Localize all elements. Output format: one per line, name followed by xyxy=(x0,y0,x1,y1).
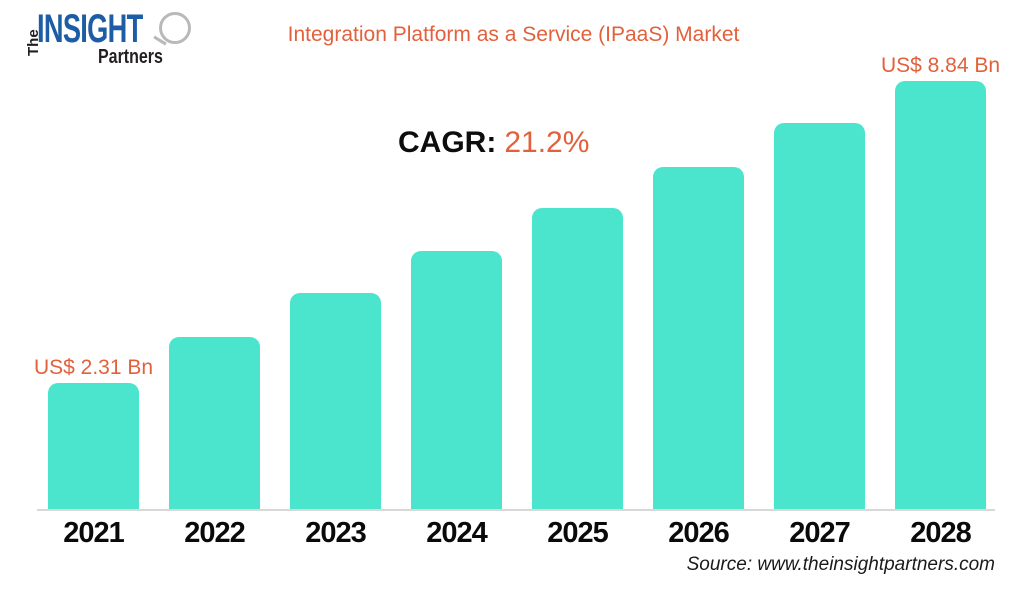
x-axis-label-2028: 2028 xyxy=(910,517,972,549)
cagr-value: 21.2% xyxy=(504,126,590,159)
cagr-annotation: CAGR: 21.2% xyxy=(398,126,589,160)
bar-column: US$ 8.84 Bn xyxy=(881,54,1000,509)
magnifier-icon xyxy=(159,12,191,44)
x-axis-label-2021: 2021 xyxy=(63,517,125,549)
x-axis-label-2025: 2025 xyxy=(547,517,609,549)
logo-partners: Partners xyxy=(98,46,163,68)
x-axis-label-2022: 2022 xyxy=(184,517,246,549)
bar-value-label: US$ 8.84 Bn xyxy=(880,54,1001,77)
bar-2025 xyxy=(532,208,623,509)
bar-column xyxy=(532,81,623,509)
insight-partners-logo: The INSIGHT Partners xyxy=(25,7,200,82)
bar-column xyxy=(653,81,744,509)
bar-column: US$ 2.31 Bn xyxy=(34,81,153,509)
bar-column xyxy=(774,81,865,509)
bar-2028 xyxy=(895,81,986,509)
bars-area: US$ 2.31 Bn US$ 8.84 Bn xyxy=(34,54,1000,509)
bar-value-label: US$ 2.31 Bn xyxy=(33,356,154,379)
bar-2021 xyxy=(48,383,139,509)
cagr-label: CAGR: xyxy=(398,126,497,159)
bar-column xyxy=(169,81,260,509)
bar-2023 xyxy=(290,293,381,509)
x-axis-label-2027: 2027 xyxy=(789,517,851,549)
x-axis-label-2026: 2026 xyxy=(668,517,730,549)
logo-insight: INSIGHT xyxy=(37,7,143,51)
bar-column xyxy=(290,81,381,509)
bar-2027 xyxy=(774,123,865,509)
bar-2022 xyxy=(169,337,260,509)
bar-2026 xyxy=(653,167,744,509)
x-axis-line xyxy=(37,509,995,511)
source-text: Source: www.theinsightpartners.com xyxy=(686,554,995,575)
bar-column xyxy=(411,81,502,509)
x-axis-label-2024: 2024 xyxy=(426,517,488,549)
bar-chart: US$ 2.31 Bn US$ 8.84 Bn 2021 2022 2023 2024 2… xyxy=(34,54,1000,550)
chart-title: Integration Platform as a Service (IPaaS… xyxy=(287,23,740,46)
x-axis-labels: 2021 2022 2023 2024 2025 2026 2027 2028 xyxy=(48,517,986,550)
x-axis-label-2023: 2023 xyxy=(305,517,367,549)
bar-2024 xyxy=(411,251,502,509)
